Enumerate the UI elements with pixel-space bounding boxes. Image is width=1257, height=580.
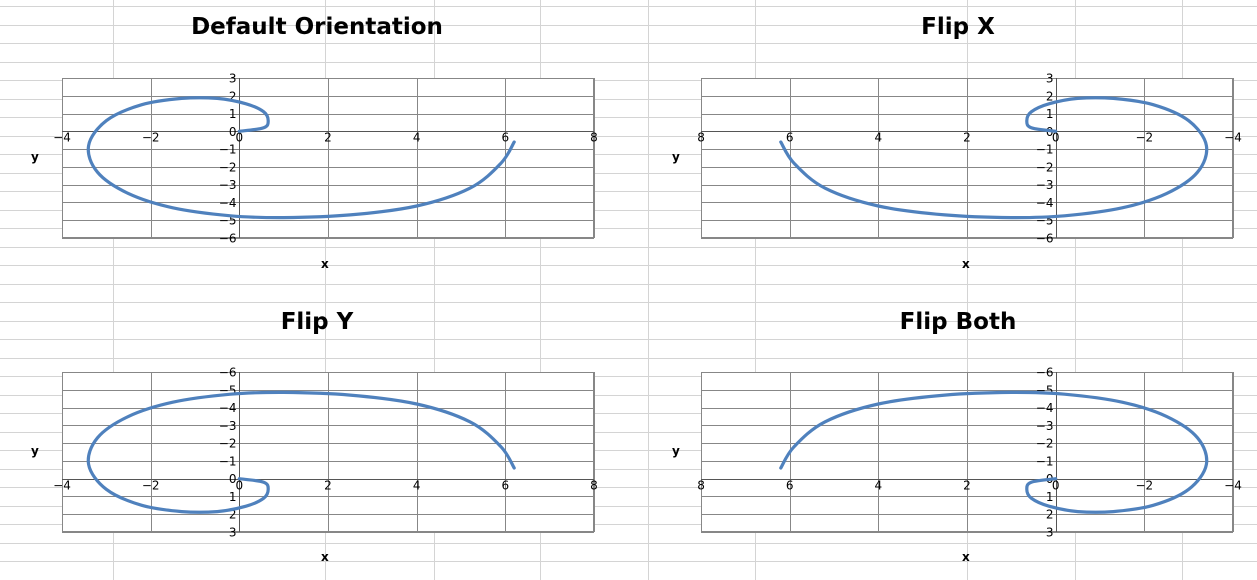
- x-tick-label: −2: [1135, 479, 1153, 493]
- x-tick-label: 8: [697, 131, 705, 145]
- spiral-curve: [779, 96, 1209, 220]
- y-axis-label-flip-both: y: [672, 444, 680, 458]
- spiral-curve: [86, 96, 516, 220]
- y-tick-label: −4: [1036, 401, 1054, 415]
- x-tick-label: 4: [413, 479, 421, 493]
- y-axis-label-default: y: [31, 150, 39, 164]
- y-tick-label: 2: [229, 508, 237, 522]
- x-tick-label: −2: [1135, 131, 1153, 145]
- y-tick-label: 0: [229, 472, 237, 486]
- y-tick-label: −2: [219, 160, 237, 174]
- y-tick-label: 2: [1046, 508, 1054, 522]
- spiral-curve: [86, 390, 516, 514]
- y-tick-label: −2: [219, 437, 237, 451]
- y-tick-label: −2: [1036, 160, 1054, 174]
- y-tick-label: 1: [229, 107, 237, 121]
- y-tick-label: 3: [229, 72, 237, 86]
- x-tick-label: 6: [786, 479, 794, 493]
- y-tick-label: −4: [219, 401, 237, 415]
- x-tick-label: 6: [502, 479, 510, 493]
- y-tick-label: −6: [1036, 366, 1054, 380]
- y-tick-label: −1: [1036, 143, 1054, 157]
- y-tick-label: 1: [229, 490, 237, 504]
- x-tick-label: −4: [53, 479, 71, 493]
- y-tick-label: −6: [1036, 232, 1054, 246]
- y-tick-label: 3: [1046, 526, 1054, 540]
- chart-title-flip-x: Flip X: [921, 14, 995, 40]
- x-tick-label: 2: [324, 131, 332, 145]
- x-tick-label: 8: [590, 479, 598, 493]
- y-tick-label: 0: [229, 125, 237, 139]
- x-tick-label: 8: [590, 131, 598, 145]
- spiral-curve: [779, 390, 1209, 514]
- x-axis-label-flip-x: x: [962, 257, 970, 271]
- x-tick-label: 6: [786, 131, 794, 145]
- x-tick-label: 8: [697, 479, 705, 493]
- y-tick-label: 1: [1046, 107, 1054, 121]
- x-axis-label-flip-y: x: [321, 550, 329, 564]
- x-tick-label: 4: [875, 479, 883, 493]
- y-tick-label: −1: [1036, 454, 1054, 468]
- x-tick-label: −4: [1224, 479, 1242, 493]
- x-tick-label: 2: [963, 479, 971, 493]
- y-tick-label: −2: [1036, 437, 1054, 451]
- x-tick-label: 0: [236, 131, 244, 145]
- y-tick-label: −6: [219, 366, 237, 380]
- chart-title-flip-y: Flip Y: [280, 309, 354, 335]
- x-tick-label: 0: [1052, 479, 1060, 493]
- x-axis-label-default: x: [321, 257, 329, 271]
- x-tick-label: 0: [1052, 131, 1060, 145]
- y-axis-label-flip-x: y: [672, 150, 680, 164]
- x-tick-label: 2: [963, 131, 971, 145]
- y-tick-label: 2: [229, 89, 237, 103]
- x-tick-label: 2: [324, 479, 332, 493]
- y-tick-label: −3: [219, 419, 237, 433]
- y-tick-label: 1: [1046, 490, 1054, 504]
- y-tick-label: −6: [219, 232, 237, 246]
- chart-title-default: Default Orientation: [191, 14, 443, 40]
- x-tick-label: 4: [413, 131, 421, 145]
- x-tick-label: −4: [1224, 131, 1242, 145]
- y-axis-label-flip-y: y: [31, 444, 39, 458]
- x-tick-label: 0: [236, 479, 244, 493]
- y-tick-label: −1: [219, 143, 237, 157]
- y-tick-label: 3: [229, 526, 237, 540]
- chart-title-flip-both: Flip Both: [899, 309, 1017, 335]
- x-axis-label-flip-both: x: [962, 550, 970, 564]
- y-tick-label: 2: [1046, 89, 1054, 103]
- y-tick-label: −4: [219, 196, 237, 210]
- y-tick-label: 3: [1046, 72, 1054, 86]
- x-tick-label: 6: [502, 131, 510, 145]
- y-tick-label: −3: [1036, 178, 1054, 192]
- y-tick-label: −3: [219, 178, 237, 192]
- x-tick-label: 4: [875, 131, 883, 145]
- x-tick-label: −2: [142, 131, 160, 145]
- y-tick-label: −4: [1036, 196, 1054, 210]
- y-tick-label: −3: [1036, 419, 1054, 433]
- y-tick-label: −5: [1036, 383, 1054, 397]
- x-tick-label: −2: [142, 479, 160, 493]
- x-tick-label: −4: [53, 131, 71, 145]
- y-tick-label: −1: [219, 454, 237, 468]
